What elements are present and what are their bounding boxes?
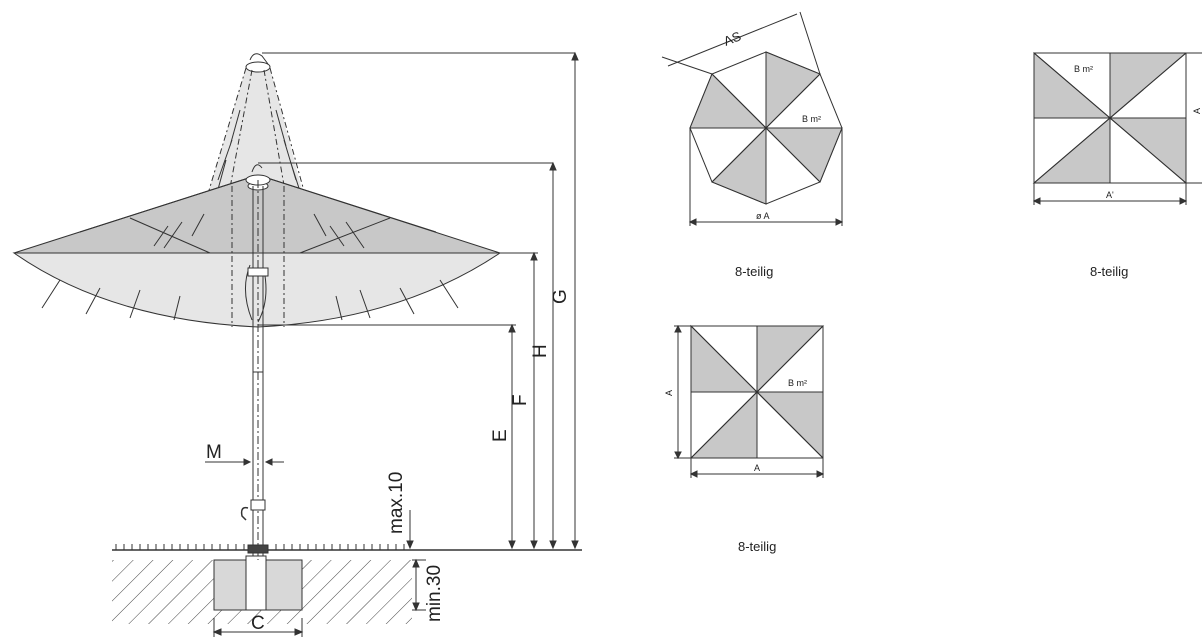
label-M: M: [206, 442, 222, 463]
octagon-diameter-label: ø A: [756, 211, 770, 221]
label-min: min.30: [424, 565, 445, 622]
label-G: G: [550, 289, 571, 304]
dimension-C: [212, 628, 304, 636]
dimension-G: [571, 51, 579, 550]
canopy-main: [12, 162, 553, 328]
label-F: F: [510, 394, 531, 406]
label-C: C: [251, 613, 265, 634]
dimension-min: [412, 558, 426, 612]
dimension-max: [406, 510, 414, 550]
rectangle-caption: 8-teilig: [1090, 264, 1128, 279]
square-side-label-bottom: A: [754, 463, 760, 473]
square-side-label-left: A: [664, 390, 674, 396]
side-view: [12, 51, 582, 637]
foundation-block: [213, 555, 303, 637]
dimension-M: [205, 458, 284, 466]
dimension-H: [549, 161, 557, 550]
dimension-E: [258, 323, 516, 550]
label-H: H: [530, 344, 551, 358]
ground: [112, 544, 582, 624]
dimension-F: [500, 251, 538, 550]
octagon-side-label: AS: [721, 28, 743, 49]
label-max: max.10: [386, 472, 407, 534]
octagon-caption: 8-teilig: [735, 264, 773, 279]
rectangle-side-label-right: A: [1192, 108, 1202, 114]
mast: [231, 180, 285, 560]
octagon-shape: [661, 11, 844, 226]
square-area-label: B m²: [788, 378, 807, 388]
rectangle-side-label-bottom: A': [1106, 190, 1114, 200]
square-shape: [674, 324, 825, 478]
octagon-area-label: B m²: [802, 114, 821, 124]
square-caption: 8-teilig: [738, 539, 776, 554]
rectangle-shape: [1032, 51, 1202, 205]
ground-ticks: [115, 544, 405, 550]
label-E: E: [490, 429, 511, 442]
rectangle-area-label: B m²: [1074, 64, 1093, 74]
